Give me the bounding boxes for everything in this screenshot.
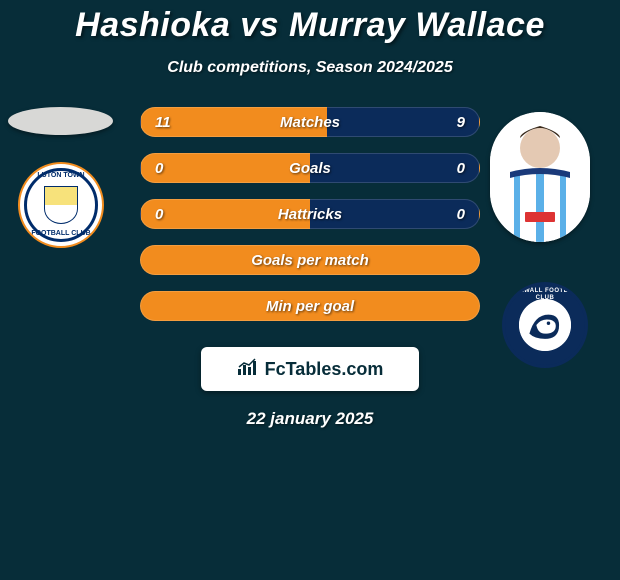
stat-left-value: 11 <box>155 114 171 131</box>
stat-label: Hattricks <box>278 206 342 223</box>
stat-pills: Matches 11 9 Goals 0 0 Hattricks 0 0 Goals per ma… <box>140 107 480 321</box>
luton-crest-icon: LUTON TOWN FOOTBALL CLUB <box>18 162 104 248</box>
stat-left-value: 0 <box>155 160 163 177</box>
lion-icon <box>519 299 571 351</box>
club-left-text-top: LUTON TOWN <box>20 172 102 180</box>
stat-label: Goals <box>289 160 331 177</box>
comparison-content: LUTON TOWN FOOTBALL CLUB MILLWALL FOOTBA… <box>0 107 620 429</box>
player-left-photo <box>8 107 113 135</box>
stat-label: Min per goal <box>266 298 354 315</box>
stat-row: Min per goal <box>140 291 480 321</box>
stat-right-value: 0 <box>457 160 465 177</box>
stat-right-value: 0 <box>457 206 465 223</box>
chart-icon <box>237 358 259 381</box>
club-left-text-bottom: FOOTBALL CLUB <box>20 230 102 238</box>
page-title: Hashioka vs Murray Wallace <box>0 0 620 45</box>
snapshot-date: 22 january 2025 <box>0 409 620 429</box>
stat-label: Matches <box>280 114 340 131</box>
club-left-crest: LUTON TOWN FOOTBALL CLUB <box>18 162 118 248</box>
page-subtitle: Club competitions, Season 2024/2025 <box>0 59 620 77</box>
stat-row: Matches 11 9 <box>140 107 480 137</box>
stat-row: Goals per match <box>140 245 480 275</box>
stat-right-value: 9 <box>457 114 465 131</box>
brand-box: FcTables.com <box>201 347 419 391</box>
stat-label: Goals per match <box>251 252 369 269</box>
millwall-crest-icon: MILLWALL FOOTBALL CLUB <box>502 282 588 368</box>
stat-row: Goals 0 0 <box>140 153 480 183</box>
club-right-crest: MILLWALL FOOTBALL CLUB <box>502 282 602 368</box>
stat-row: Hattricks 0 0 <box>140 199 480 229</box>
player-silhouette-icon <box>490 112 590 242</box>
stat-left-value: 0 <box>155 206 163 223</box>
player-right-photo <box>490 112 590 242</box>
brand-label: FcTables.com <box>265 359 384 380</box>
